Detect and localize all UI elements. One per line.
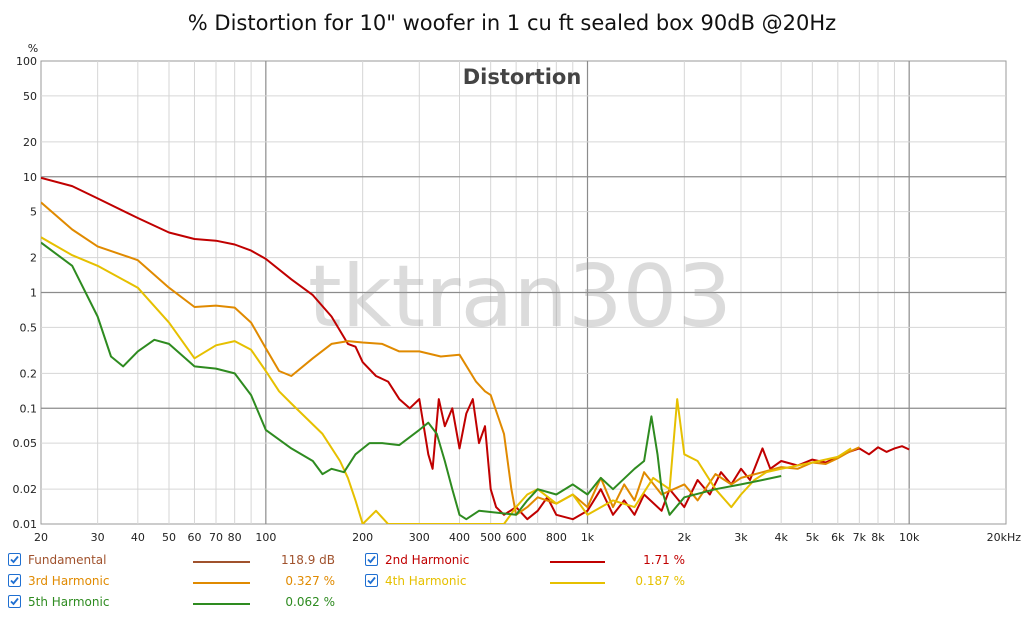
- legend-value: 0.187 %: [635, 574, 685, 588]
- legend-swatch: [550, 561, 605, 563]
- legend-label: 4th Harmonic: [385, 574, 467, 588]
- distortion-chart: % Distortion for 10" woofer in 1 cu ft s…: [13, 11, 1022, 544]
- legend-checkbox[interactable]: [8, 574, 21, 587]
- series-line-4th-harmonic: [41, 236, 852, 524]
- legend-checkbox[interactable]: [8, 553, 21, 566]
- y-tick-label: 0.2: [20, 367, 38, 380]
- legend-item-4th-harmonic: 4th Harmonic 0.187 %: [365, 571, 695, 591]
- legend-label: 5th Harmonic: [28, 595, 110, 609]
- watermark: tktran303: [308, 247, 732, 347]
- legend-label: 3rd Harmonic: [28, 574, 110, 588]
- x-tick-label: 70: [209, 531, 223, 544]
- series-line-5th-harmonic: [41, 241, 782, 521]
- y-tick-label: 0.05: [13, 437, 38, 450]
- legend-item-2nd-harmonic: 2nd Harmonic 1.71 %: [365, 550, 695, 570]
- x-tick-label: 4k: [774, 531, 788, 544]
- legend-value: 118.9 dB: [280, 553, 335, 567]
- x-tick-label: 1k: [581, 531, 595, 544]
- legend: Fundamental 118.9 dB 2nd Harmonic 1.71 % 3rd…: [0, 548, 1024, 617]
- checkmark-icon: [367, 555, 376, 564]
- legend-item-5th-harmonic: 5th Harmonic 0.062 %: [8, 592, 338, 612]
- x-tick-label: 600: [506, 531, 527, 544]
- y-tick-label: 2: [30, 252, 37, 265]
- y-tick-label: 0.5: [20, 321, 38, 334]
- x-tick-label: 30: [91, 531, 105, 544]
- y-tick-label: 20: [23, 136, 37, 149]
- x-tick-label: 3k: [734, 531, 748, 544]
- y-tick-label: 0.02: [13, 483, 38, 496]
- y-tick-label: 50: [23, 90, 37, 103]
- x-tick-label: 7k: [853, 531, 867, 544]
- plot-inner-title: Distortion: [463, 65, 582, 89]
- series-line-2nd-harmonic: [41, 176, 910, 521]
- x-tick-label: 40: [131, 531, 145, 544]
- legend-checkbox[interactable]: [365, 553, 378, 566]
- y-tick-label: 1: [30, 287, 37, 300]
- legend-item-fundamental: Fundamental 118.9 dB: [8, 550, 338, 570]
- legend-item-3rd-harmonic: 3rd Harmonic 0.327 %: [8, 571, 338, 591]
- legend-value: 0.062 %: [285, 595, 335, 609]
- x-tick-label: 20: [34, 531, 48, 544]
- x-tick-label: 200: [352, 531, 373, 544]
- legend-swatch: [193, 582, 250, 584]
- legend-value: 1.71 %: [643, 553, 685, 567]
- axis-ticks: 20 30 40 50 60 70 80 100 200 300 400 500 600 800 1k 2k 3…: [13, 55, 1022, 544]
- series-line-3rd-harmonic: [41, 201, 860, 516]
- checkmark-icon: [367, 576, 376, 585]
- x-tick-label: 400: [449, 531, 470, 544]
- legend-swatch: [550, 582, 605, 584]
- x-tick-label: 6k: [831, 531, 845, 544]
- x-tick-label: 300: [409, 531, 430, 544]
- checkmark-icon: [10, 597, 19, 606]
- y-axis-label: %: [28, 42, 38, 55]
- x-tick-label: 500: [480, 531, 501, 544]
- x-tick-label: 8k: [871, 531, 885, 544]
- legend-label: 2nd Harmonic: [385, 553, 470, 567]
- x-tick-label: 50: [162, 531, 176, 544]
- y-tick-label: 0.01: [13, 518, 38, 531]
- checkmark-icon: [10, 555, 19, 564]
- x-tick-label: 800: [546, 531, 567, 544]
- x-tick-label: 20kHz: [987, 531, 1022, 544]
- legend-swatch: [193, 603, 250, 605]
- x-tick-label: 80: [228, 531, 242, 544]
- x-tick-label: 100: [255, 531, 276, 544]
- chart-title: % Distortion for 10" woofer in 1 cu ft s…: [188, 11, 836, 35]
- series-lines: [41, 176, 910, 524]
- legend-swatch: [193, 561, 250, 563]
- legend-label: Fundamental: [28, 553, 107, 567]
- x-tick-label: 5k: [806, 531, 820, 544]
- y-tick-label: 10: [23, 171, 37, 184]
- x-tick-label: 60: [187, 531, 201, 544]
- y-tick-label: 5: [30, 206, 37, 219]
- x-tick-label: 2k: [678, 531, 692, 544]
- legend-value: 0.327 %: [285, 574, 335, 588]
- x-tick-label: 10k: [899, 531, 920, 544]
- y-tick-label: 100: [16, 55, 37, 68]
- legend-checkbox[interactable]: [8, 595, 21, 608]
- plot-grid: [40, 60, 1007, 525]
- y-tick-label: 0.1: [20, 402, 38, 415]
- legend-checkbox[interactable]: [365, 574, 378, 587]
- checkmark-icon: [10, 576, 19, 585]
